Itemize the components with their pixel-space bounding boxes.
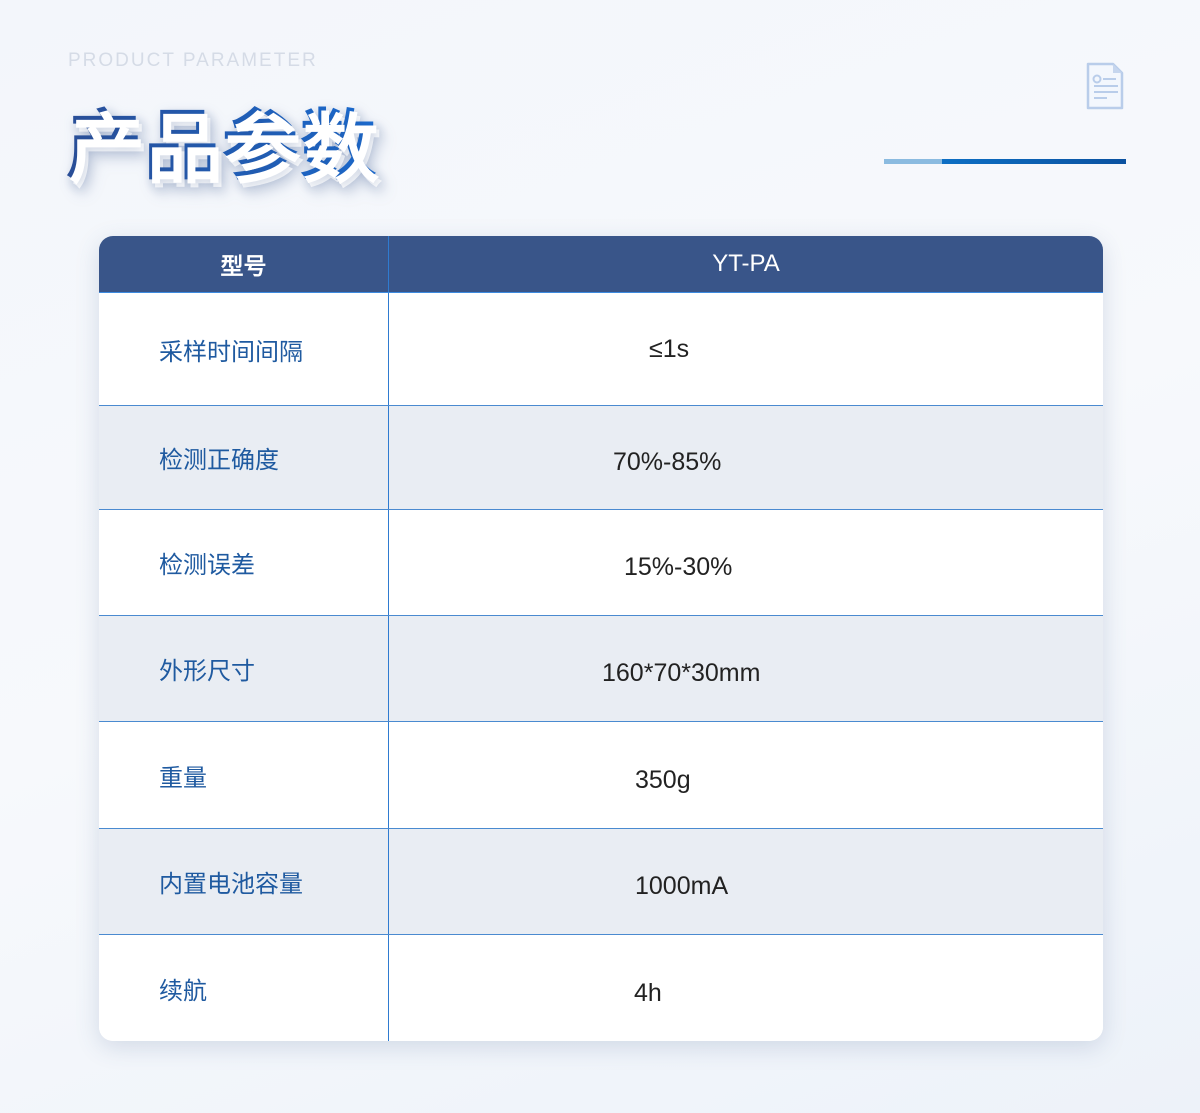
table-row: 续航 4h <box>99 935 1103 1041</box>
table-row: 检测误差 15%-30% <box>99 510 1103 616</box>
row-label: 外形尺寸 <box>99 616 389 721</box>
accent-bar <box>942 159 1126 164</box>
table-row: 检测正确度 70%-85% <box>99 406 1103 510</box>
row-label: 检测误差 <box>99 510 389 615</box>
row-value: 1000mA <box>635 872 729 900</box>
row-value: ≤1s <box>649 334 690 363</box>
table-row: 外形尺寸 160*70*30mm <box>99 616 1103 722</box>
page-subtitle: PRODUCT PARAMETER <box>68 50 318 71</box>
row-value: 15%-30% <box>624 553 733 581</box>
row-label: 采样时间间隔 <box>99 293 389 405</box>
page-title: 产品参数 <box>66 84 378 194</box>
parameter-table: 型号 YT-PA 采样时间间隔 ≤1s 检测正确度 70%-85% 检测误差 1… <box>99 236 1103 1041</box>
row-value: 350g <box>635 765 691 794</box>
row-value: 160*70*30mm <box>602 659 761 687</box>
model-label: 型号 <box>99 236 389 292</box>
row-label: 检测正确度 <box>99 406 389 509</box>
model-value: YT-PA <box>712 250 780 277</box>
table-row: 重量 350g <box>99 722 1103 829</box>
document-icon <box>1086 62 1124 110</box>
row-label: 重量 <box>99 722 389 828</box>
row-label: 续航 <box>99 935 389 1041</box>
row-value: 70%-85% <box>613 448 722 476</box>
row-label: 内置电池容量 <box>99 829 389 934</box>
table-row: 采样时间间隔 ≤1s <box>99 293 1103 406</box>
accent-bar-light <box>884 159 942 164</box>
row-value: 4h <box>634 978 662 1007</box>
table-row: 内置电池容量 1000mA <box>99 829 1103 935</box>
table-header: 型号 YT-PA <box>99 236 1103 293</box>
